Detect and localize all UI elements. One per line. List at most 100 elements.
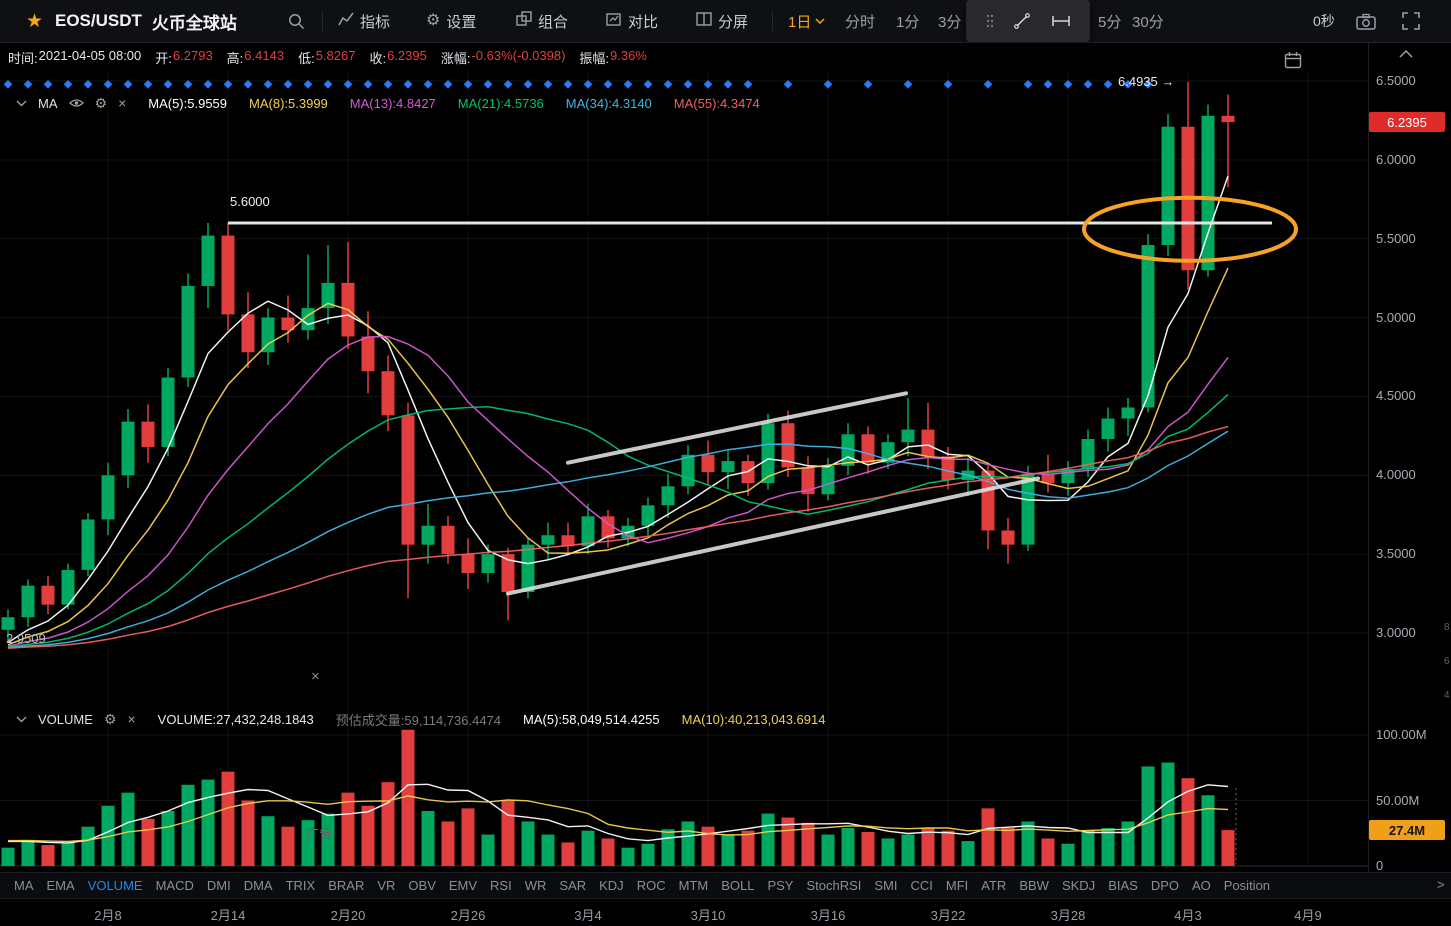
indicators-icon	[338, 12, 354, 31]
amplitude-label: 振幅:	[579, 50, 610, 66]
ad-close-icon[interactable]: ×	[311, 668, 320, 685]
menu-label: 对比	[628, 13, 659, 31]
tab-vr[interactable]: VR	[377, 878, 396, 893]
tab-rsi[interactable]: RSI	[490, 878, 512, 893]
drag-handle-icon[interactable]	[986, 14, 994, 28]
camera-snapshot-icon[interactable]	[1356, 0, 1376, 42]
tab-volume[interactable]: VOLUME	[87, 878, 143, 893]
tab-boll[interactable]: BOLL	[721, 878, 755, 893]
toolbar-divider	[772, 11, 773, 31]
time-label: 时间:	[8, 50, 38, 66]
volume-axis-label: 50.00M	[1376, 792, 1420, 808]
tab-ma[interactable]: MA	[14, 878, 34, 893]
period-3min[interactable]: 3分	[938, 13, 962, 31]
ma55-value: MA(55):4.3474	[673, 95, 760, 111]
tab-roc[interactable]: ROC	[636, 878, 666, 893]
eye-icon[interactable]	[68, 98, 84, 108]
close-icon[interactable]: ×	[118, 95, 127, 111]
resistance-price-label: 5.6000	[230, 194, 270, 209]
tab-ema[interactable]: EMA	[46, 878, 75, 893]
gear-icon[interactable]: ⚙	[94, 95, 108, 111]
chevron-up-icon[interactable]	[1399, 45, 1413, 63]
tab-psy[interactable]: PSY	[767, 878, 794, 893]
price-axis-label: 6.0000	[1376, 151, 1416, 167]
period-30min[interactable]: 30分	[1132, 13, 1164, 31]
period-1min[interactable]: 1分	[896, 13, 920, 31]
tab-kdj[interactable]: KDJ	[599, 878, 624, 893]
chevron-down-icon	[815, 18, 825, 24]
menu-settings[interactable]: ⚙ 设置	[426, 0, 476, 42]
date-axis-label: 3月28	[1050, 908, 1086, 923]
amplitude-value: 9.36%	[610, 47, 647, 63]
period-1day-selected[interactable]: 1日	[788, 0, 825, 42]
tab-atr[interactable]: ATR	[981, 878, 1007, 893]
period-5min[interactable]: 5分	[1098, 13, 1122, 31]
tab-ao[interactable]: AO	[1191, 878, 1211, 893]
calendar-icon[interactable]	[1284, 51, 1302, 74]
highlight-ellipse[interactable]	[1082, 195, 1298, 263]
tab-obv[interactable]: OBV	[408, 878, 436, 893]
volume-ma-line-5	[8, 783, 1229, 844]
change-value: -0.63%(-0.0398)	[471, 47, 566, 63]
date-axis-label: 2月8	[94, 908, 122, 923]
price-axis: 6.5000 6.0000 5.5000 5.0000 4.5000 4.0000 3.50…	[1376, 0, 1451, 926]
price-axis-label: 3.0000	[1376, 624, 1416, 640]
price-axis-label: 5.5000	[1376, 230, 1416, 246]
menu-splitscreen[interactable]: 分屏	[696, 0, 748, 42]
menu-portfolio[interactable]: 组合	[516, 0, 568, 42]
ma34-value: MA(34):4.3140	[565, 95, 652, 111]
close-label: 收:	[369, 50, 387, 66]
toolbar-divider	[322, 11, 323, 31]
split-screen-icon	[696, 11, 712, 31]
tab-bias[interactable]: BIAS	[1108, 878, 1138, 893]
tab-mtm[interactable]: MTM	[678, 878, 709, 893]
tab-brar[interactable]: BRAR	[328, 878, 365, 893]
tab-trix[interactable]: TRIX	[285, 878, 316, 893]
measure-tool-icon[interactable]	[1051, 13, 1071, 29]
channel-line-1[interactable]	[566, 391, 908, 465]
ma-line-34	[7, 430, 1229, 649]
drawing-tools-popup	[966, 0, 1090, 42]
tab-dma[interactable]: DMA	[243, 878, 273, 893]
menu-indicators[interactable]: 指标	[338, 0, 390, 42]
tab-macd[interactable]: MACD	[155, 878, 194, 893]
search-icon[interactable]	[288, 0, 305, 42]
menu-compare[interactable]: 对比	[606, 0, 658, 42]
menu-label: 指标	[360, 13, 391, 31]
tab-emv[interactable]: EMV	[448, 878, 478, 893]
tab-mfi[interactable]: MFI	[945, 878, 969, 893]
volume-bars[interactable]	[1, 729, 1235, 866]
gear-icon[interactable]: ⚙	[103, 711, 117, 727]
date-axis-label: 3月16	[810, 908, 846, 923]
fullscreen-icon[interactable]	[1402, 0, 1420, 42]
candle-countdown: 0秒	[1313, 13, 1335, 29]
tab-dpo[interactable]: DPO	[1150, 878, 1179, 893]
chevron-down-icon[interactable]	[16, 716, 27, 723]
candles[interactable]	[1, 82, 1235, 641]
tab-smi[interactable]: SMI	[874, 878, 898, 893]
period-timeline[interactable]: 分时	[845, 13, 876, 31]
chevron-down-icon[interactable]	[16, 100, 27, 107]
tab-stochrsi[interactable]: StochRSI	[806, 878, 862, 893]
close-icon[interactable]: ×	[127, 711, 136, 727]
channel-line-2[interactable]	[506, 476, 1040, 596]
low-value: 5.8267	[315, 47, 356, 63]
tab-cci[interactable]: CCI	[910, 878, 933, 893]
trendline-tool-icon[interactable]	[1013, 12, 1031, 30]
tab-sar[interactable]: SAR	[559, 878, 587, 893]
tab-skdj[interactable]: SKDJ	[1061, 878, 1096, 893]
tab-position[interactable]: Position	[1223, 878, 1271, 893]
tab-dmi[interactable]: DMI	[206, 878, 231, 893]
tab-bbw[interactable]: BBW	[1019, 878, 1049, 893]
favorite-star-icon[interactable]: ★	[26, 10, 44, 32]
date-axis-label: 3月10	[690, 908, 726, 923]
date-axis-label: 3月4	[574, 908, 602, 923]
price-axis-label: 6.5000	[1376, 73, 1416, 88]
ma21-value: MA(21):4.5736	[457, 95, 544, 111]
close-value: 6.2395	[387, 47, 427, 63]
tab-wr[interactable]: WR	[524, 878, 547, 893]
menu-label: 设置	[446, 13, 477, 31]
tabs-scroll-right-icon[interactable]: >	[1437, 877, 1445, 892]
ma-line-5	[7, 175, 1229, 644]
